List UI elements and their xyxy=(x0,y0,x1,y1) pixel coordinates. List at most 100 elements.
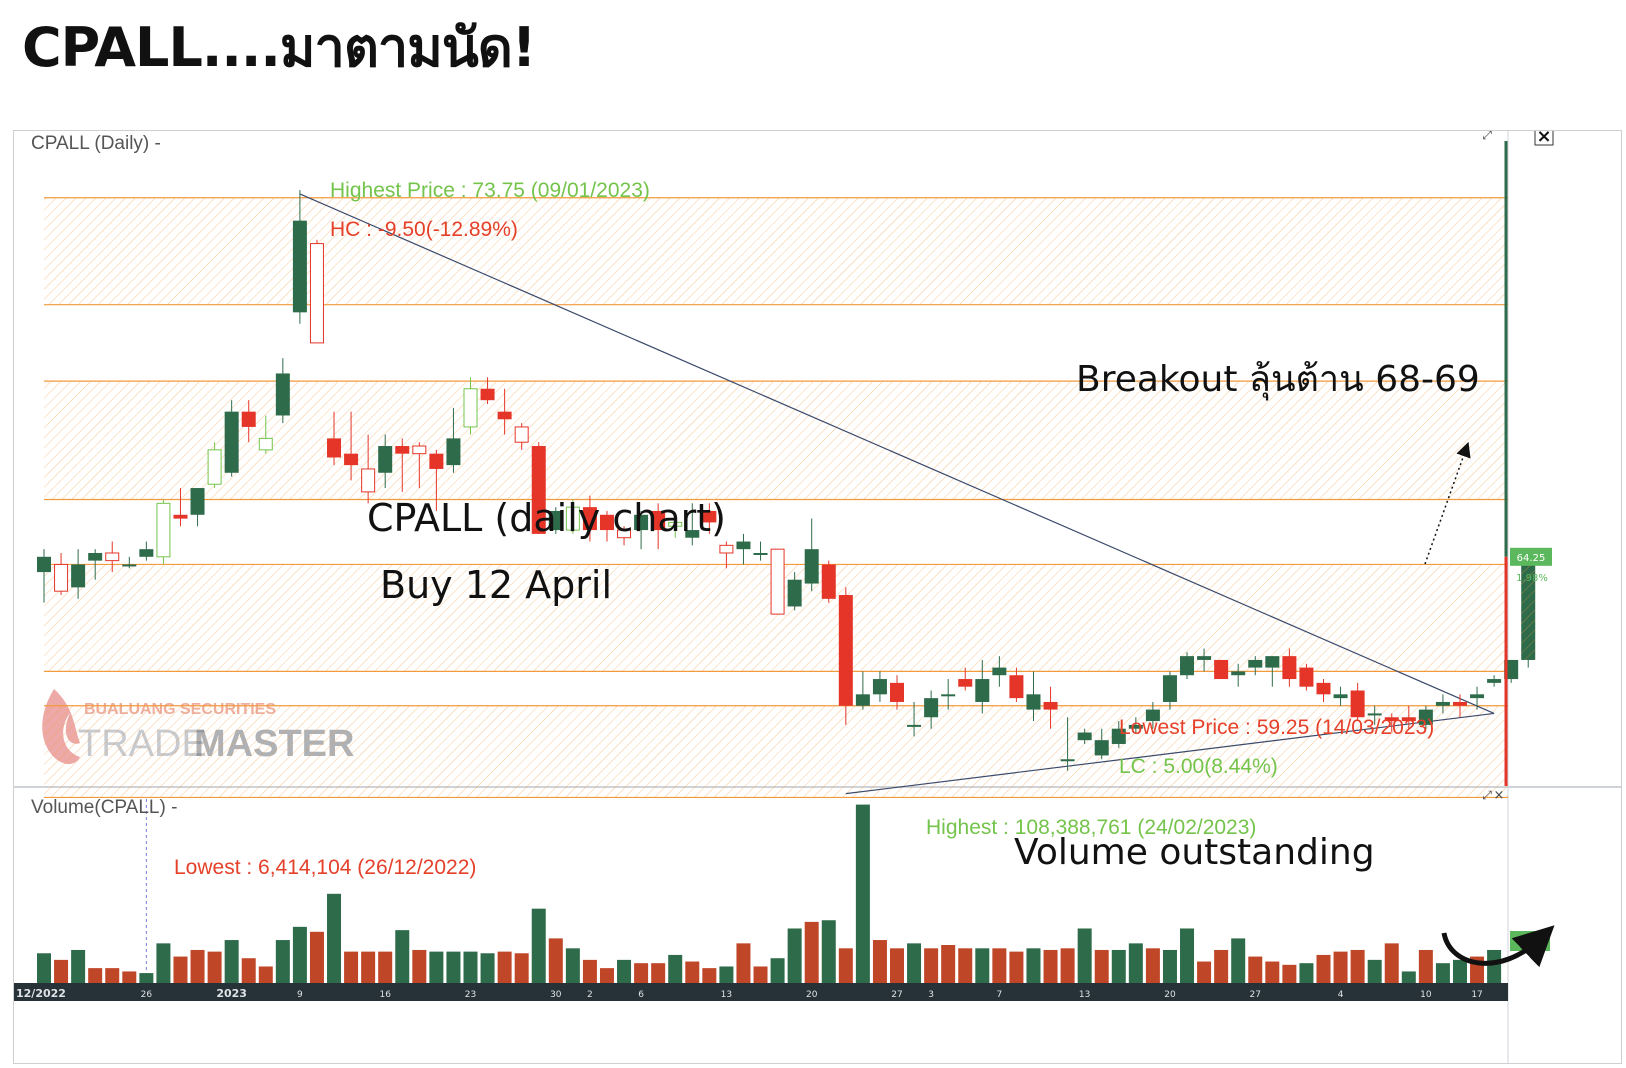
candle-body xyxy=(1145,709,1160,722)
candle-body xyxy=(139,549,154,557)
volume-bar xyxy=(1214,949,1229,983)
candle-body xyxy=(1248,659,1263,668)
volume-bar xyxy=(480,953,495,983)
volume-lowest-label: Lowest : 6,414,104 (26/12/2022) xyxy=(174,856,476,879)
volume-bar xyxy=(309,931,324,983)
daily-chart-label: CPALL (daily chart) xyxy=(367,496,726,540)
volume-bar xyxy=(582,959,597,983)
volume-bar xyxy=(872,940,887,983)
close-button[interactable] xyxy=(1534,131,1554,146)
date-tick-label: 7 xyxy=(996,990,1002,1000)
candle-body xyxy=(599,514,614,531)
volume-bar xyxy=(156,943,171,983)
volume-bar xyxy=(429,951,444,983)
main-panel-label: CPALL (Daily) - xyxy=(31,133,161,154)
volume-bar xyxy=(907,943,922,983)
lc-label: LC : 5.00(8.44%) xyxy=(1119,755,1278,778)
volume-bar xyxy=(412,949,427,983)
candle-body xyxy=(1128,724,1143,729)
volume-panel-label: Volume(CPALL) - xyxy=(31,797,177,818)
volume-bar xyxy=(736,943,751,983)
candle-body xyxy=(958,679,973,687)
candle-body xyxy=(1111,728,1126,744)
volume-outstanding-label: Volume outstanding xyxy=(1014,832,1375,873)
candle-body xyxy=(309,243,324,344)
volume-bar xyxy=(821,920,836,983)
volume-bar xyxy=(139,973,154,983)
volume-bar xyxy=(565,948,580,983)
candle-body xyxy=(207,449,222,485)
pct-tag: 1.98% xyxy=(1516,573,1548,584)
volume-bar xyxy=(1384,943,1399,983)
date-tick-label: 2 xyxy=(587,990,593,1000)
candle-body xyxy=(275,373,290,416)
candle-body xyxy=(1197,656,1212,660)
volume-bar xyxy=(497,951,512,983)
candle-body xyxy=(156,502,171,558)
candle-body xyxy=(582,507,597,531)
candle-body xyxy=(1350,690,1365,718)
chart-panel: BUALUANG SECURITIESTRADEMASTER64.251.98%… xyxy=(13,130,1622,1064)
breakout-label: Breakout ลุ้นต้าน 68-69 xyxy=(1076,359,1480,401)
volume-expand-icon[interactable]: ⤢ xyxy=(1481,788,1492,802)
volume-bar xyxy=(122,971,137,983)
candle-body xyxy=(1077,732,1092,741)
volume-bar xyxy=(1367,959,1382,983)
date-tick-label: 13 xyxy=(1079,990,1090,1000)
date-tick-label: 13 xyxy=(721,990,732,1000)
candle-body xyxy=(1009,675,1024,699)
volume-bar xyxy=(395,930,410,983)
volume-bar xyxy=(361,951,376,983)
volume-bar xyxy=(1077,928,1092,983)
date-tick-label: 16 xyxy=(379,990,391,1000)
trendline-1 xyxy=(845,712,1495,795)
close-icon[interactable]: × xyxy=(1536,131,1551,147)
volume-bar xyxy=(1094,949,1109,983)
volume-bar xyxy=(941,945,956,983)
candle-body xyxy=(531,446,546,534)
volume-bar xyxy=(958,948,973,983)
volume-bar xyxy=(1162,949,1177,983)
candle-body xyxy=(1094,740,1109,756)
date-tick-label: 27 xyxy=(891,990,902,1000)
candle-body xyxy=(804,549,819,584)
volume-bar xyxy=(105,968,120,983)
volume-bar xyxy=(1060,948,1075,983)
candle-body xyxy=(565,506,580,531)
breakout-arrow xyxy=(1424,441,1471,565)
volume-bar xyxy=(463,951,478,983)
volume-close-icon[interactable]: × xyxy=(1494,788,1505,803)
candle-body xyxy=(1180,656,1195,676)
candle-body xyxy=(924,698,939,718)
candle-body xyxy=(975,679,990,702)
volume-bar xyxy=(327,893,342,983)
candle-body xyxy=(37,556,51,573)
candle-body xyxy=(514,426,529,443)
volume-bar xyxy=(1248,956,1263,983)
volume-bar xyxy=(1487,949,1502,983)
candle-body xyxy=(1367,713,1382,716)
candle-body xyxy=(1333,694,1348,699)
lowest-price-label: Lowest Price : 59.25 (14/03/2023) xyxy=(1119,716,1434,739)
date-tick-label: 20 xyxy=(1164,990,1176,1000)
date-tick-label: 6 xyxy=(638,990,644,1000)
candle-body xyxy=(71,564,86,588)
candle-body xyxy=(1504,659,1519,680)
candle-body xyxy=(446,438,461,466)
candle-body xyxy=(105,552,120,562)
candle-body xyxy=(480,388,495,401)
candle-body xyxy=(88,552,103,561)
expand-icon[interactable]: ⤢ xyxy=(1481,131,1492,142)
volume-bar xyxy=(378,951,393,983)
candle-body xyxy=(241,411,256,427)
volume-bar xyxy=(241,958,256,983)
candle-body xyxy=(1470,694,1485,699)
candle-body xyxy=(1162,675,1177,702)
volume-highest-label: Highest : 108,388,761 (24/02/2023) xyxy=(926,816,1256,839)
candle-body xyxy=(890,682,904,702)
candle-body xyxy=(838,595,853,706)
candle-body xyxy=(173,514,188,519)
volume-bar xyxy=(770,958,785,983)
date-tick-label: 10 xyxy=(1420,990,1432,1000)
candle-body xyxy=(1418,709,1433,725)
